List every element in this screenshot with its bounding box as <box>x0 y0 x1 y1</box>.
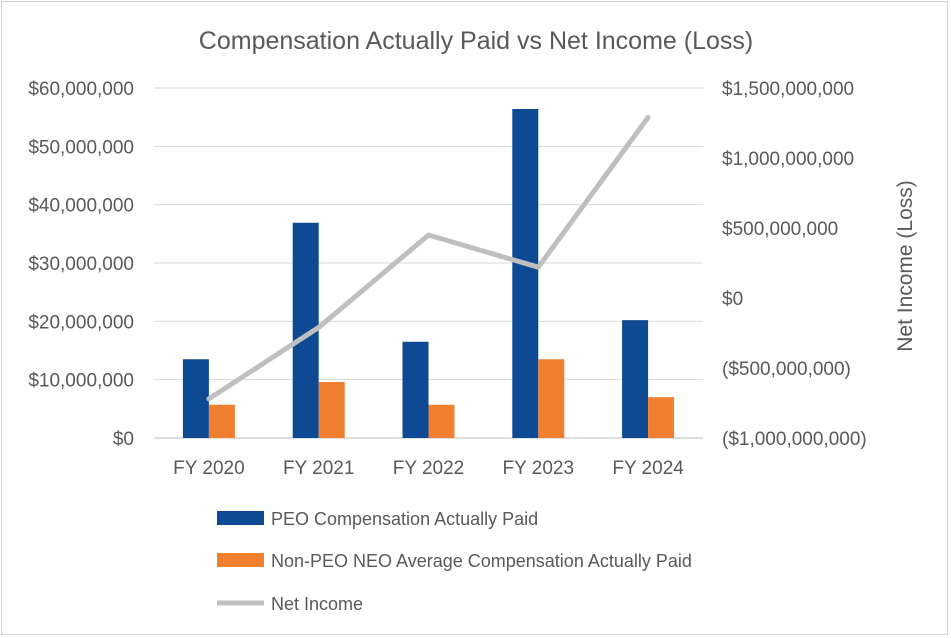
peo-bar <box>182 359 209 438</box>
y2-tick-label: ($500,000,000) <box>722 359 851 380</box>
bar-series-1 <box>182 109 649 438</box>
net-income-line <box>206 114 651 402</box>
y2-tick-label: $0 <box>722 289 743 310</box>
y-tick-label: $20,000,000 <box>28 312 134 333</box>
y2-tick-label: $500,000,000 <box>722 219 838 240</box>
peo-bar <box>622 320 649 438</box>
neo-bar <box>208 404 235 438</box>
legend-swatch <box>217 553 264 567</box>
neo-bar <box>648 397 675 438</box>
bar-series-2 <box>208 359 675 438</box>
legend: PEO Compensation Actually Paid Non-PEO NE… <box>217 509 692 614</box>
y2-tick-label: $1,500,000,000 <box>722 79 854 100</box>
y-axis-left-ticks: $0 $10,000,000 $20,000,000 $30,000,000 $40,0… <box>28 79 134 450</box>
legend-label: Net Income <box>271 594 363 614</box>
peo-bar <box>512 109 539 438</box>
neo-bar <box>428 404 455 438</box>
gridlines <box>154 87 703 439</box>
y-tick-label: $40,000,000 <box>28 196 134 217</box>
neo-bar <box>318 382 345 438</box>
y-tick-label: $30,000,000 <box>28 254 134 275</box>
x-tick-label: FY 2024 <box>612 458 684 479</box>
legend-swatch <box>217 511 264 525</box>
y-tick-label: $50,000,000 <box>28 137 134 158</box>
y-tick-label: $60,000,000 <box>28 79 134 100</box>
y-axis-right-ticks: ($1,000,000,000) ($500,000,000) $0 $500,000… <box>722 79 867 450</box>
x-tick-label: FY 2023 <box>503 458 574 479</box>
legend-label: Non-PEO NEO Average Compensation Actuall… <box>271 551 692 571</box>
y-axis-right-label: Net Income (Loss) <box>894 180 917 352</box>
line-series <box>206 114 651 402</box>
y2-tick-label: $1,000,000,000 <box>722 149 854 170</box>
legend-label: PEO Compensation Actually Paid <box>271 509 538 529</box>
neo-bar <box>538 359 565 438</box>
chart-title: Compensation Actually Paid vs Net Income… <box>199 27 753 55</box>
x-tick-label: FY 2021 <box>283 458 354 479</box>
x-axis-ticks: FY 2020 FY 2021 FY 2022 FY 2023 FY 2024 <box>173 458 684 479</box>
y2-tick-label: ($1,000,000,000) <box>722 429 867 450</box>
y-tick-label: $0 <box>113 429 134 450</box>
peo-bar <box>402 341 429 438</box>
y-tick-label: $10,000,000 <box>28 371 134 392</box>
x-tick-label: FY 2020 <box>173 458 244 479</box>
bar-series <box>182 109 675 438</box>
x-tick-label: FY 2022 <box>393 458 464 479</box>
